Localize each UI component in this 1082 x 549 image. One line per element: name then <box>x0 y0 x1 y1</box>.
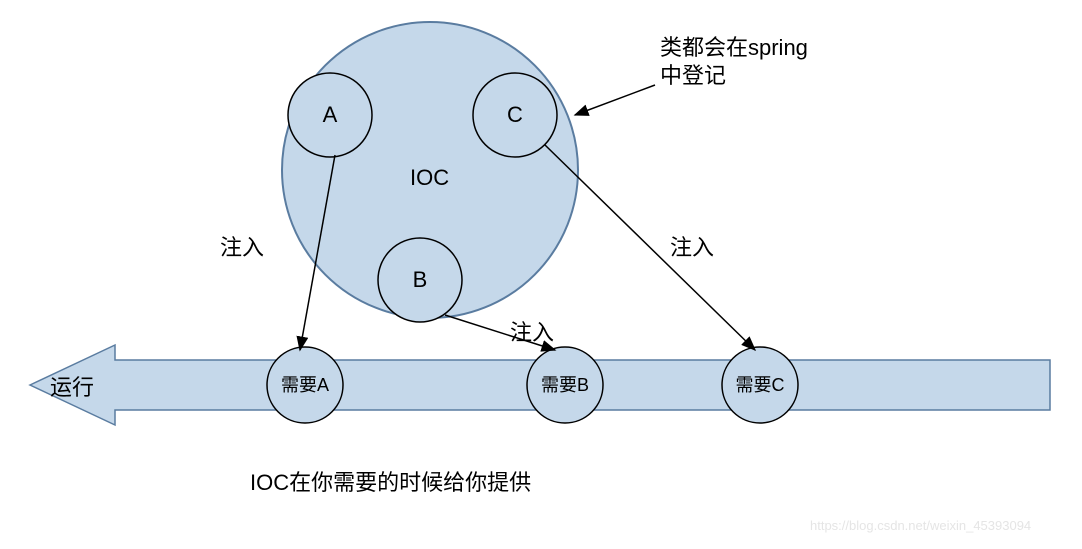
arrow-C-to-needC <box>545 145 755 350</box>
label-inject-C: 注入 <box>670 235 714 260</box>
need-label-1: 需要B <box>541 375 589 395</box>
label-inject-B: 注入 <box>510 320 554 345</box>
watermark: https://blog.csdn.net/weixin_45393094 <box>810 518 1031 533</box>
arrow-note-to-bigcircle <box>575 85 655 115</box>
bean-label-A: A <box>323 102 338 127</box>
bean-label-C: C <box>507 102 523 127</box>
label-inject-A: 注入 <box>220 235 264 260</box>
need-label-0: 需要A <box>281 375 329 395</box>
bottom-caption: IOC在你需要的时候给你提供 <box>250 470 531 495</box>
ioc-diagram: 运行IOCACB需要A需要B需要C类都会在spring中登记注入注入注入IOC在… <box>0 0 1082 544</box>
bean-label-B: B <box>413 267 428 292</box>
label-note-line0: 类都会在spring <box>660 35 808 60</box>
need-label-2: 需要C <box>736 375 785 395</box>
label-note-line1: 中登记 <box>660 63 726 88</box>
runtime-label: 运行 <box>50 375 94 400</box>
ioc-label: IOC <box>410 165 449 190</box>
